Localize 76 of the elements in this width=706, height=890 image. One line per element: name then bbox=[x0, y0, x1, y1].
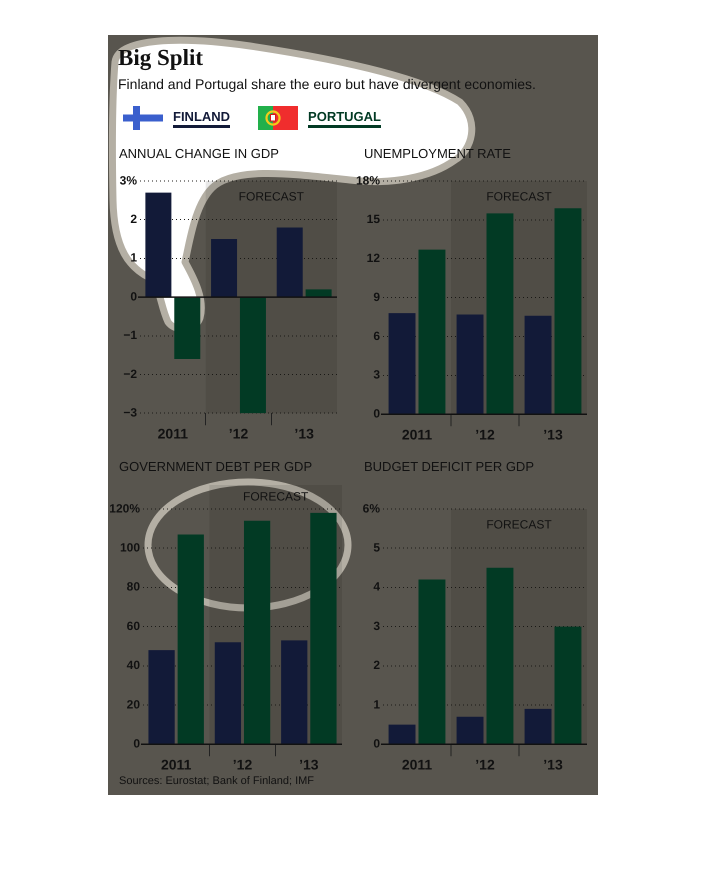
bar bbox=[418, 580, 446, 744]
y-tick-label: 20 bbox=[126, 697, 140, 712]
text: FINLAND bbox=[173, 109, 230, 124]
bar bbox=[486, 568, 514, 744]
x-tick-label: ’13 bbox=[294, 425, 314, 442]
bar bbox=[554, 208, 582, 414]
y-tick-label: 5 bbox=[373, 540, 380, 555]
y-tick-label: 3 bbox=[373, 618, 380, 633]
y-tick-label: 0 bbox=[130, 289, 138, 304]
x-tick-label: 2011 bbox=[402, 756, 432, 772]
bar bbox=[456, 716, 484, 744]
bar bbox=[148, 650, 175, 744]
y-tick-label: 1 bbox=[373, 697, 380, 712]
y-tick-label: −1 bbox=[123, 328, 138, 342]
y-tick-label: 0 bbox=[373, 406, 380, 421]
y-tick-label: 2 bbox=[130, 212, 138, 226]
y-tick-label: 6% bbox=[362, 501, 380, 516]
x-tick-label: ’12 bbox=[232, 756, 252, 772]
y-tick-label: 40 bbox=[126, 658, 140, 672]
y-tick-label: −2 bbox=[123, 366, 138, 381]
bar bbox=[244, 520, 270, 744]
bar bbox=[554, 626, 582, 744]
band-label: FORECAST bbox=[242, 489, 310, 504]
x-tick-label: ’13 bbox=[543, 756, 563, 772]
y-tick-label: 1 bbox=[130, 250, 138, 265]
x-tick-label: ’13 bbox=[543, 426, 563, 442]
bar bbox=[388, 724, 416, 744]
x-tick-label: 2011 bbox=[158, 425, 188, 442]
band-label: FORECAST bbox=[486, 189, 552, 204]
band-label: FORECAST bbox=[238, 189, 305, 204]
y-tick-label: 3 bbox=[373, 368, 380, 382]
y-tick-label: 4 bbox=[373, 580, 380, 594]
y-tick-label: 2 bbox=[373, 658, 380, 672]
bar bbox=[174, 298, 200, 360]
y-tick-label: 120% bbox=[109, 501, 140, 516]
bar bbox=[145, 192, 172, 297]
y-tick-label: 100 bbox=[120, 540, 140, 555]
chart-title: ANNUAL CHANGE IN GDP bbox=[119, 146, 279, 162]
y-tick-label: 15 bbox=[366, 212, 380, 226]
bar bbox=[178, 534, 204, 744]
y-tick-label: 9 bbox=[373, 290, 380, 304]
bar bbox=[486, 213, 514, 414]
y-tick-label: −3 bbox=[123, 406, 138, 420]
bar bbox=[524, 316, 552, 414]
x-tick-label: ’13 bbox=[299, 756, 319, 772]
bar bbox=[214, 642, 242, 744]
y-tick-label: 60 bbox=[126, 618, 140, 633]
y-tick-label: 3% bbox=[120, 173, 138, 188]
text: Big Split bbox=[118, 44, 204, 72]
x-tick-label: ’12 bbox=[475, 426, 495, 442]
bar bbox=[281, 640, 308, 744]
y-tick-label: 0 bbox=[133, 736, 140, 751]
source-note: Sources: Eurostat; Bank of Finland; IMF bbox=[119, 774, 316, 788]
text: Finland and Portugal share the euro but have divergent economies. bbox=[118, 76, 536, 93]
x-tick-label: ’12 bbox=[228, 425, 248, 442]
bar bbox=[211, 239, 238, 297]
bar bbox=[240, 298, 266, 414]
y-tick-label: 6 bbox=[373, 328, 380, 343]
x-tick-label: 2011 bbox=[402, 426, 432, 442]
x-tick-label: ’12 bbox=[475, 756, 495, 772]
chart-title: BUDGET DEFICIT PER GDP bbox=[364, 459, 534, 475]
y-tick-label: 12 bbox=[366, 251, 380, 266]
band-label: FORECAST bbox=[486, 517, 552, 532]
text: PORTUGAL bbox=[308, 109, 381, 124]
y-tick-label: 80 bbox=[126, 580, 140, 594]
bar bbox=[310, 512, 337, 744]
bar bbox=[524, 708, 552, 744]
bar bbox=[456, 314, 484, 414]
bar bbox=[388, 313, 416, 414]
bar bbox=[276, 227, 303, 297]
chart-title: GOVERNMENT DEBT PER GDP bbox=[119, 459, 312, 475]
bar bbox=[306, 289, 332, 297]
x-tick-label: 2011 bbox=[160, 756, 192, 772]
bar bbox=[418, 250, 446, 414]
y-tick-label: 18% bbox=[356, 173, 380, 188]
y-tick-label: 0 bbox=[373, 736, 380, 751]
